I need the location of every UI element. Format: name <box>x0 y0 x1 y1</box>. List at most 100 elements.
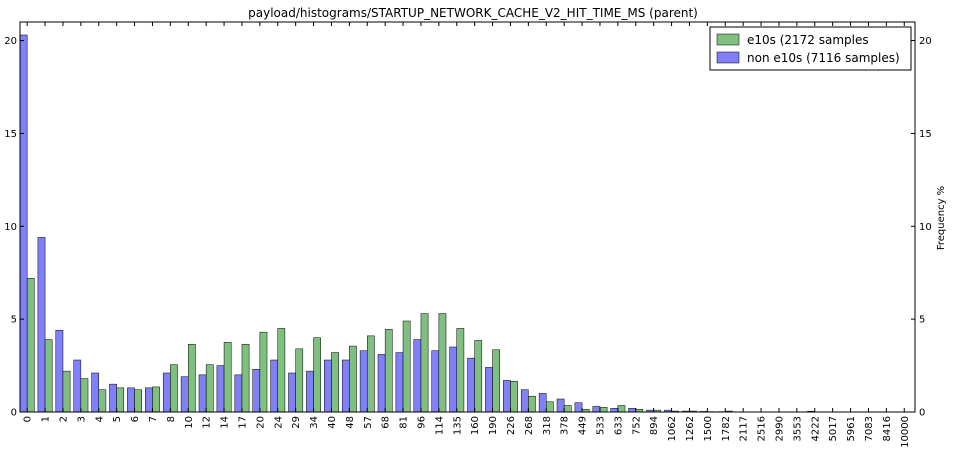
bar-non-e10s-81 <box>395 352 404 413</box>
x-tick-label: 378 <box>560 416 571 435</box>
x-tick-label: 57 <box>363 416 374 429</box>
bar-non-e10s-0 <box>19 34 28 413</box>
x-tick-label: 3 <box>76 416 87 422</box>
bar-e10s-2 <box>62 370 71 413</box>
x-tick-label: 6 <box>130 416 141 422</box>
bar-non-e10s-449 <box>574 402 583 413</box>
bar-e10s-68 <box>384 329 393 413</box>
x-tick-label: 2516 <box>757 416 768 441</box>
x-tick-label: 20 <box>255 416 266 429</box>
bar-e10s-633 <box>617 405 626 413</box>
left-y-tick-label: 20 <box>4 36 17 47</box>
x-tick-label: 752 <box>631 416 642 435</box>
x-tick-label: 5017 <box>828 416 839 441</box>
x-tick-label: 81 <box>399 416 410 429</box>
bar-non-e10s-17 <box>234 374 243 413</box>
bar-non-e10s-6 <box>127 387 135 413</box>
x-tick-label: 160 <box>470 416 481 435</box>
x-tick-label: 533 <box>595 416 606 435</box>
bar-e10s-5 <box>116 387 125 413</box>
right-y-tick-label: 15 <box>919 129 932 140</box>
x-tick-label: 40 <box>327 416 338 429</box>
bar-non-e10s-68 <box>377 354 386 413</box>
bar-e10s-3 <box>80 378 89 413</box>
legend-swatch <box>716 51 740 64</box>
x-tick-label: 0 <box>23 416 34 422</box>
bar-e10s-6 <box>134 389 142 413</box>
x-tick-label: 1 <box>41 416 52 422</box>
bar-e10s-8 <box>170 364 178 413</box>
bar-e10s-17 <box>241 343 250 413</box>
bar-non-e10s-20 <box>252 369 261 413</box>
bar-e10s-160 <box>474 340 483 413</box>
plot-frame <box>19 21 916 413</box>
right-y-tick-label: 10 <box>919 222 932 233</box>
bar-e10s-114 <box>438 313 447 413</box>
bar-non-e10s-5 <box>109 383 117 413</box>
legend-swatch <box>716 33 740 46</box>
bar-e10s-318 <box>546 401 554 413</box>
x-tick-label: 10000 <box>900 416 911 448</box>
bar-e10s-24 <box>277 328 286 413</box>
bar-e10s-57 <box>367 335 375 413</box>
bar-non-e10s-533 <box>592 406 601 413</box>
right-y-tick-label: 20 <box>919 36 932 47</box>
bar-non-e10s-10 <box>180 376 189 413</box>
bar-e10s-12 <box>205 364 214 413</box>
x-tick-label: 2117 <box>739 416 750 441</box>
left-y-tick-label: 10 <box>4 222 17 233</box>
x-tick-label: 268 <box>524 416 535 435</box>
bar-e10s-7 <box>152 386 160 413</box>
bar-e10s-81 <box>402 320 411 413</box>
x-tick-label: 1782 <box>721 416 732 441</box>
bar-e10s-378 <box>563 405 572 413</box>
bar-non-e10s-40 <box>324 359 332 413</box>
bar-non-e10s-34 <box>306 370 314 413</box>
right-y-axis-label: Frequency % <box>936 186 947 250</box>
bar-non-e10s-226 <box>503 380 511 413</box>
bar-non-e10s-8 <box>162 372 171 413</box>
bar-non-e10s-268 <box>520 389 529 413</box>
bar-e10s-14 <box>223 342 232 413</box>
x-tick-label: 7083 <box>864 416 875 441</box>
bar-e10s-135 <box>456 328 465 413</box>
x-tick-label: 7 <box>148 416 159 422</box>
x-tick-label: 449 <box>578 416 589 435</box>
left-y-tick-label: 5 <box>11 315 17 326</box>
x-tick-label: 2 <box>58 416 69 422</box>
bar-e10s-10 <box>188 343 196 413</box>
x-tick-label: 10 <box>184 416 195 429</box>
bar-non-e10s-4 <box>91 372 100 413</box>
x-tick-label: 114 <box>434 416 445 435</box>
x-tick-label: 1262 <box>685 416 696 441</box>
chart-title: payload/histograms/STARTUP_NETWORK_CACHE… <box>248 6 698 20</box>
x-tick-label: 135 <box>452 416 463 435</box>
x-tick-label: 12 <box>202 416 213 429</box>
x-tick-label: 226 <box>506 416 517 435</box>
bar-e10s-96 <box>420 313 429 413</box>
bar-e10s-1 <box>44 339 53 413</box>
bar-e10s-40 <box>331 352 339 413</box>
x-tick-label: 1062 <box>667 416 678 441</box>
bar-non-e10s-3 <box>73 359 82 413</box>
bar-non-e10s-378 <box>556 398 565 413</box>
bar-e10s-0 <box>26 278 35 413</box>
bar-non-e10s-318 <box>538 393 547 413</box>
bar-e10s-226 <box>510 381 518 413</box>
right-y-tick-label: 0 <box>919 408 925 419</box>
bar-e10s-4 <box>98 389 107 413</box>
bar-non-e10s-114 <box>431 350 440 413</box>
legend: e10s (2172 samples non e10s (7116 samples… <box>709 26 912 71</box>
bar-non-e10s-752 <box>628 408 637 413</box>
x-tick-label: 1500 <box>703 416 714 441</box>
x-tick-label: 8 <box>166 416 177 422</box>
x-tick-label: 5 <box>112 416 123 422</box>
x-tick-label: 24 <box>273 416 284 429</box>
x-tick-label: 8416 <box>882 416 893 441</box>
legend-label: e10s (2172 samples <box>747 33 869 47</box>
bar-e10s-533 <box>599 407 608 413</box>
bar-non-e10s-96 <box>413 339 422 413</box>
bar-non-e10s-14 <box>216 365 225 413</box>
x-tick-label: 318 <box>542 416 553 435</box>
